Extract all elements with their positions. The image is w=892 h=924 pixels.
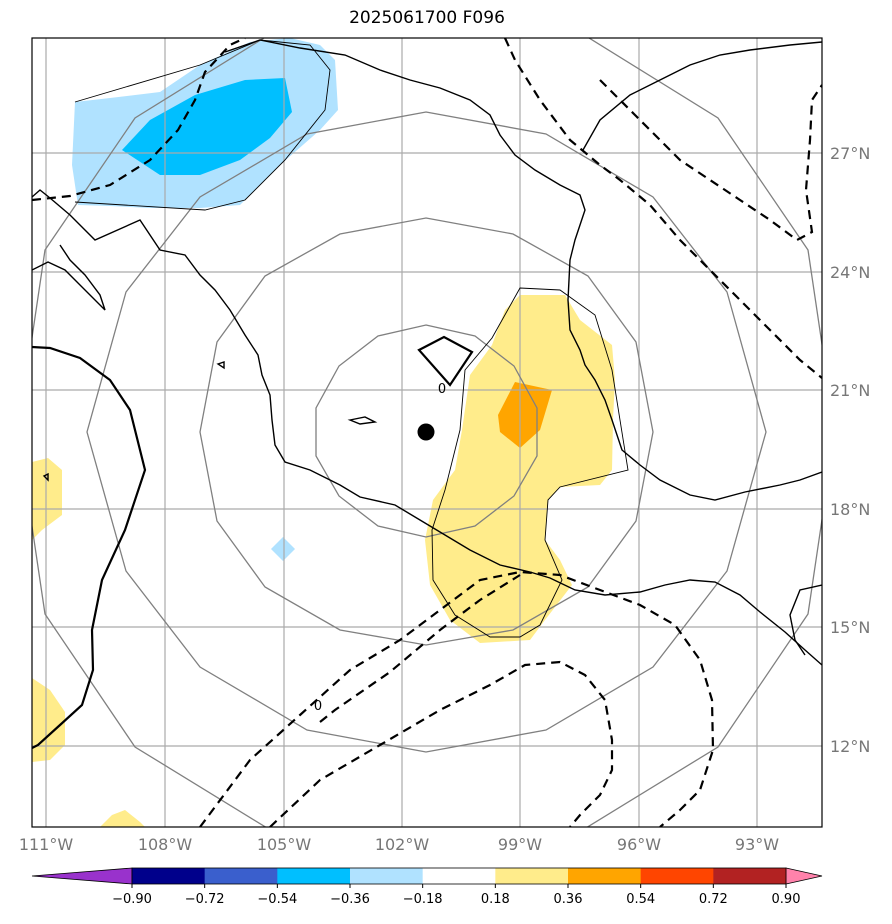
lat-label-27n: 27°N bbox=[830, 144, 870, 163]
lon-label-96w: 96°W bbox=[617, 835, 661, 854]
colorbar-tick-label: −0.90 bbox=[112, 892, 152, 907]
colorbar-segment bbox=[495, 868, 569, 884]
dashed-contours bbox=[32, 38, 822, 827]
lon-label-105w: 105°W bbox=[257, 835, 312, 854]
colorbar-extend-max bbox=[785, 867, 823, 885]
map-frame bbox=[31, 37, 823, 828]
lat-label-21n: 21°N bbox=[830, 381, 870, 400]
colorbar-segment bbox=[568, 868, 642, 884]
lon-label-93w: 93°W bbox=[735, 835, 779, 854]
lon-label-111w: 111°W bbox=[19, 835, 74, 854]
lon-label-102w: 102°W bbox=[375, 835, 430, 854]
colorbar-segment bbox=[204, 868, 278, 884]
colorbar-tick-label: −0.36 bbox=[330, 892, 370, 907]
thick-contours bbox=[32, 335, 474, 749]
colorbar-tick-label: 0.18 bbox=[481, 892, 510, 907]
map-title: 2025061700 F096 bbox=[349, 8, 505, 28]
lon-axis-labels: 111°W 108°W 105°W 102°W 99°W 96°W 93°W bbox=[19, 835, 779, 854]
colorbar-segment bbox=[713, 868, 787, 884]
colorbar-tick-label: 0.54 bbox=[626, 892, 655, 907]
colorbar-frame bbox=[131, 867, 787, 885]
colorbar-tick-label: 0.90 bbox=[772, 892, 801, 907]
contour-label-0b: 0 bbox=[314, 699, 322, 714]
colorbar-segment bbox=[640, 868, 714, 884]
colorbar-segment bbox=[132, 868, 206, 884]
colorbar-segment bbox=[350, 868, 424, 884]
lat-axis-labels: 27°N 24°N 21°N 18°N 15°N 12°N bbox=[830, 144, 870, 756]
shade-light-blue-small bbox=[271, 537, 295, 561]
coastlines bbox=[32, 39, 822, 666]
colorbar-extend-min bbox=[31, 867, 133, 885]
colorbar-tick-label: −0.18 bbox=[403, 892, 443, 907]
shade-yellow-sw bbox=[32, 678, 65, 762]
lon-label-99w: 99°W bbox=[498, 835, 542, 854]
contour-label-0: 0 bbox=[438, 382, 446, 397]
gridlines bbox=[32, 38, 822, 827]
lat-label-24n: 24°N bbox=[830, 263, 870, 282]
storm-center-marker bbox=[417, 423, 435, 441]
colorbar-tick-label: −0.72 bbox=[185, 892, 225, 907]
colorbar-segment bbox=[422, 868, 496, 884]
colorbar: −0.90 −0.72 −0.54 −0.36 −0.18 0.18 0.36 0.54 0.7… bbox=[31, 867, 823, 907]
colorbar-segment bbox=[277, 868, 351, 884]
range-rings bbox=[32, 38, 822, 827]
colorbar-tick-label: 0.72 bbox=[699, 892, 728, 907]
lat-label-15n: 15°N bbox=[830, 618, 870, 637]
colorbar-tick-label: 0.36 bbox=[554, 892, 583, 907]
lat-label-12n: 12°N bbox=[830, 737, 870, 756]
shade-yellow-west bbox=[32, 458, 62, 540]
lat-label-18n: 18°N bbox=[830, 500, 870, 519]
thin-contours bbox=[74, 39, 629, 638]
lon-label-108w: 108°W bbox=[138, 835, 193, 854]
shade-orange bbox=[498, 382, 552, 448]
colorbar-tick-label: −0.54 bbox=[257, 892, 297, 907]
shade-yellow-south bbox=[100, 810, 145, 827]
map-plot-area: 0 0 bbox=[32, 38, 822, 827]
